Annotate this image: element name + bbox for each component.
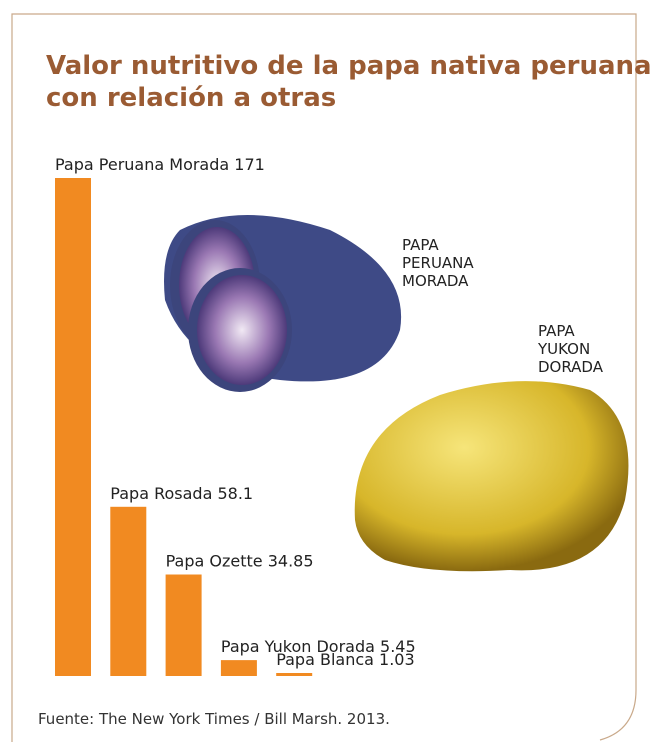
annotation-line: YUKON [537, 340, 590, 358]
bar [276, 673, 312, 676]
bar-label: Papa Rosada 58.1 [110, 484, 253, 503]
category-label: Papa Rosada [110, 484, 212, 503]
annotation-line: PERUANA [402, 254, 474, 272]
category-label: Papa Ozette [166, 552, 263, 571]
bar [166, 575, 202, 676]
annotation-line: DORADA [538, 358, 604, 376]
bar-label: Papa Ozette 34.85 [166, 552, 314, 571]
chart: Valor nutritivo de la papa nativa peruan… [0, 0, 650, 742]
value-label: 58.1 [217, 484, 253, 503]
category-label: Papa Blanca [276, 650, 374, 669]
yellow-potato [355, 381, 629, 571]
bar [55, 178, 91, 676]
purple-potato [164, 215, 401, 392]
annotation-line: PAPA [402, 236, 439, 254]
category-label: Papa Peruana Morada [55, 155, 229, 174]
bar-label: Papa Peruana Morada 171 [55, 155, 265, 174]
value-label: 34.85 [268, 552, 314, 571]
value-label: 171 [234, 155, 265, 174]
bar [110, 507, 146, 676]
annotation-line: MORADA [402, 272, 469, 290]
chart-title: Valor nutritivo de la papa nativa peruan… [46, 51, 650, 113]
bar-label: Papa Blanca 1.03 [276, 650, 414, 669]
value-label: 1.03 [379, 650, 415, 669]
annotation-line: PAPA [538, 322, 575, 340]
source: Fuente: The New York Times / Bill Marsh.… [38, 710, 390, 728]
bar [221, 660, 257, 676]
